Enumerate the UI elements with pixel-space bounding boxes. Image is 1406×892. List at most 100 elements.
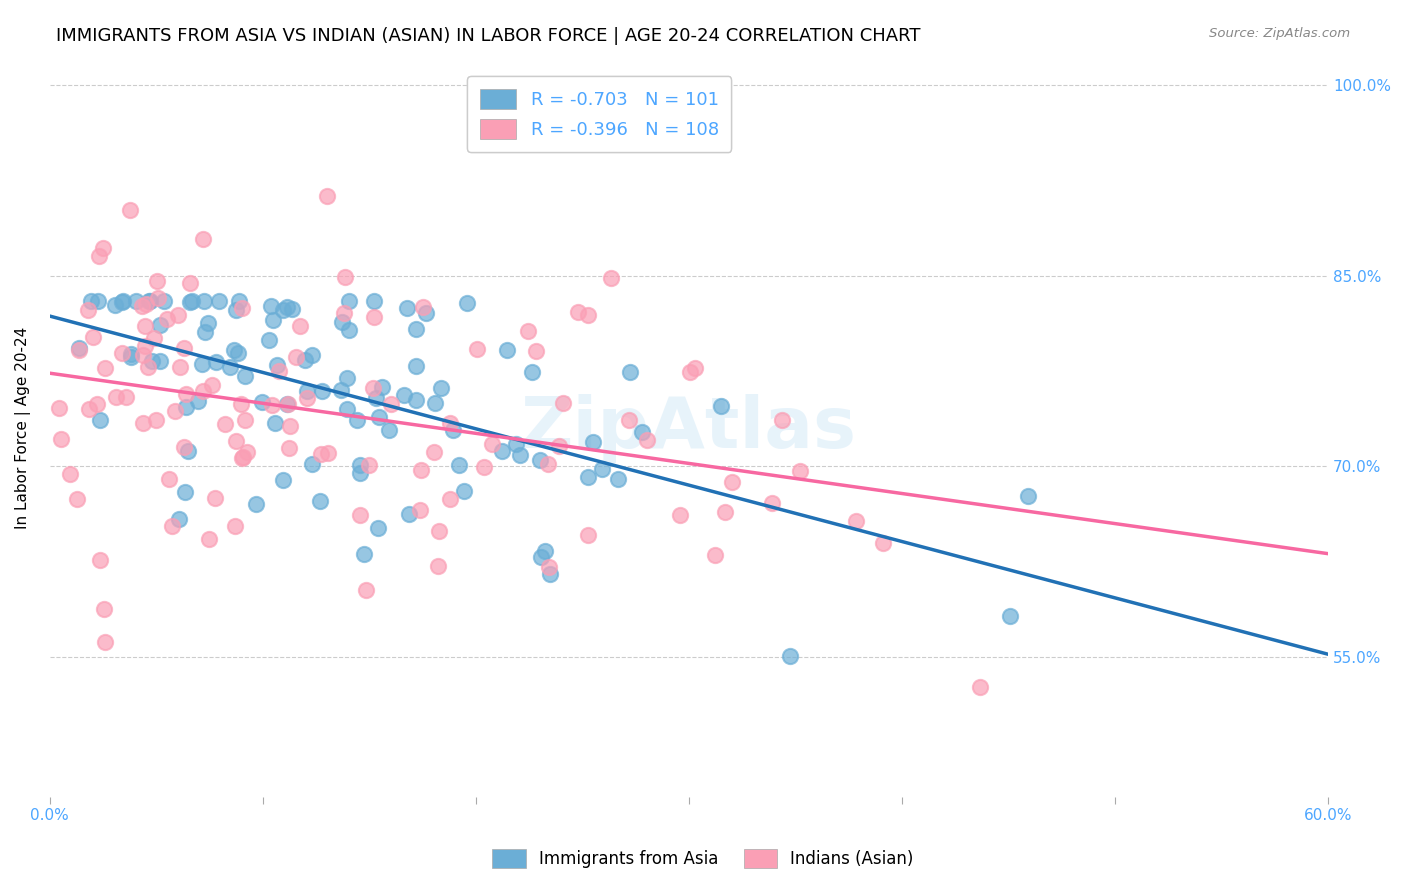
Point (316, 446, 339, 460)
Point (408, 503, 430, 517)
Point (295, 384, 318, 398)
Point (447, 458, 470, 472)
Point (179, 276, 201, 290)
Point (111, 346, 134, 360)
Point (491, 444, 513, 458)
Legend: R = -0.703   N = 101, R = -0.396   N = 108: R = -0.703 N = 101, R = -0.396 N = 108 (467, 76, 731, 152)
Point (77, 401, 100, 416)
Point (146, 291, 169, 305)
Point (364, 391, 387, 405)
Point (336, 401, 359, 416)
Point (439, 492, 461, 507)
Point (472, 459, 495, 474)
Point (453, 484, 475, 499)
Point (295, 391, 318, 405)
Point (619, 365, 641, 379)
Point (316, 189, 339, 203)
Point (198, 532, 221, 546)
Point (201, 378, 224, 392)
Point (301, 348, 323, 362)
Point (600, 271, 623, 285)
Point (721, 475, 744, 490)
Point (149, 353, 172, 368)
Point (49, 432, 72, 446)
Point (125, 294, 148, 309)
Point (204, 355, 226, 369)
Point (214, 417, 236, 431)
Point (225, 434, 247, 449)
Point (232, 450, 254, 465)
Point (969, 680, 991, 694)
Point (179, 294, 201, 309)
Point (160, 518, 183, 533)
Point (581, 435, 603, 450)
Point (537, 457, 560, 471)
Point (761, 495, 783, 509)
Point (278, 419, 301, 434)
Point (112, 294, 135, 309)
Point (333, 306, 356, 320)
Point (308, 494, 330, 508)
Point (337, 294, 360, 309)
Point (529, 453, 551, 467)
Point (409, 462, 432, 476)
Point (173, 341, 195, 355)
Point (59, 467, 82, 481)
Point (120, 202, 142, 217)
Point (294, 352, 316, 367)
Point (228, 294, 250, 309)
Point (789, 464, 811, 478)
Point (412, 300, 434, 314)
Point (311, 384, 333, 398)
Point (135, 297, 157, 311)
Point (139, 294, 162, 309)
Point (190, 357, 212, 371)
Point (138, 294, 160, 309)
Point (547, 439, 569, 453)
Point (193, 384, 215, 398)
Text: ZipAtlas: ZipAtlas (522, 393, 856, 463)
Point (236, 445, 259, 459)
Point (131, 299, 153, 313)
Point (636, 433, 658, 447)
Point (262, 313, 284, 327)
Point (141, 354, 163, 368)
Point (710, 399, 733, 413)
Point (134, 339, 156, 353)
Point (267, 364, 290, 378)
Point (619, 413, 641, 427)
Point (361, 381, 384, 395)
Point (229, 397, 252, 411)
Point (197, 316, 219, 330)
Point (378, 423, 401, 437)
Point (93, 602, 115, 616)
Text: Source: ZipAtlas.com: Source: ZipAtlas.com (1209, 27, 1350, 40)
Point (120, 347, 142, 361)
Point (143, 331, 166, 345)
Point (177, 444, 200, 458)
Point (336, 371, 359, 385)
Point (132, 348, 155, 362)
Point (262, 398, 284, 412)
Point (429, 381, 451, 395)
Point (591, 462, 613, 476)
Point (174, 401, 197, 415)
Point (138, 360, 160, 375)
Point (193, 294, 215, 309)
Point (367, 521, 389, 535)
Point (530, 549, 553, 564)
Point (415, 305, 437, 319)
Point (166, 308, 188, 322)
Point (1017, 490, 1039, 504)
Point (187, 394, 209, 409)
Point (159, 472, 181, 486)
Point (354, 582, 377, 597)
Point (231, 451, 253, 466)
Point (104, 297, 127, 311)
Point (163, 404, 186, 418)
Point (631, 425, 654, 439)
Point (779, 648, 801, 663)
Point (363, 310, 385, 324)
Point (405, 359, 427, 374)
Point (517, 324, 540, 338)
